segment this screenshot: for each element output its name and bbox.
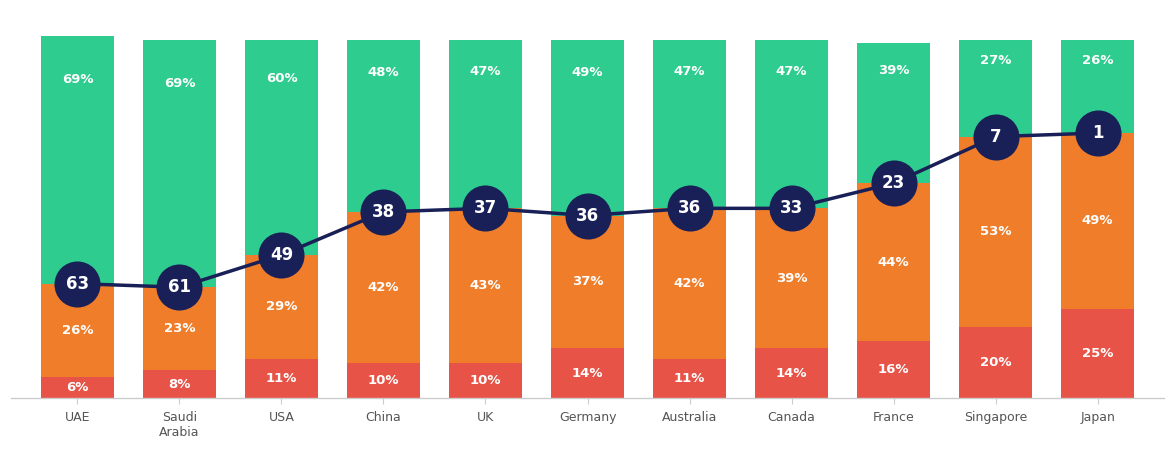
- Point: [170, 284, 189, 291]
- Bar: [551, 40, 624, 216]
- Text: 53%: 53%: [980, 225, 1012, 238]
- Text: 23%: 23%: [163, 322, 195, 335]
- Point: [1088, 130, 1107, 137]
- Text: 33: 33: [780, 199, 804, 217]
- Bar: [1061, 40, 1134, 133]
- Text: 47%: 47%: [776, 65, 807, 78]
- Text: 38: 38: [372, 203, 395, 221]
- Point: [68, 280, 87, 287]
- Point: [680, 205, 699, 212]
- Text: 26%: 26%: [61, 324, 93, 337]
- Text: 23: 23: [882, 174, 905, 192]
- Text: 1: 1: [1092, 124, 1103, 142]
- Text: 10%: 10%: [470, 374, 502, 387]
- Text: 27%: 27%: [980, 54, 1012, 68]
- Bar: [244, 255, 318, 359]
- Point: [578, 212, 597, 219]
- Bar: [959, 327, 1033, 398]
- Text: 39%: 39%: [878, 64, 909, 77]
- Bar: [754, 208, 828, 348]
- Bar: [41, 377, 114, 398]
- Bar: [142, 287, 216, 370]
- Point: [476, 205, 495, 212]
- Bar: [347, 212, 421, 363]
- Text: 61: 61: [168, 278, 190, 296]
- Text: 47%: 47%: [673, 65, 705, 78]
- Bar: [1061, 309, 1134, 398]
- Bar: [754, 40, 828, 208]
- Text: 16%: 16%: [878, 363, 909, 376]
- Text: 69%: 69%: [61, 73, 93, 86]
- Text: 36: 36: [576, 207, 599, 225]
- Bar: [347, 40, 421, 212]
- Bar: [653, 208, 726, 359]
- Text: 49%: 49%: [572, 66, 603, 79]
- Text: 60%: 60%: [266, 72, 297, 85]
- Text: 8%: 8%: [168, 378, 190, 391]
- Text: 42%: 42%: [673, 277, 705, 290]
- Bar: [449, 363, 522, 398]
- Point: [273, 252, 291, 259]
- Text: 20%: 20%: [980, 356, 1012, 369]
- Point: [884, 180, 902, 187]
- Point: [783, 205, 801, 212]
- Bar: [142, 370, 216, 398]
- Bar: [449, 40, 522, 208]
- Text: 25%: 25%: [1082, 347, 1113, 360]
- Bar: [653, 40, 726, 208]
- Text: 42%: 42%: [368, 281, 400, 294]
- Bar: [857, 341, 931, 398]
- Bar: [1061, 133, 1134, 309]
- Text: 37: 37: [474, 199, 497, 217]
- Bar: [244, 40, 318, 255]
- Text: 48%: 48%: [368, 66, 400, 79]
- Text: 47%: 47%: [470, 65, 502, 78]
- Text: 7: 7: [989, 128, 1001, 146]
- Bar: [142, 40, 216, 287]
- Text: 11%: 11%: [673, 372, 705, 385]
- Bar: [959, 40, 1033, 137]
- Text: 37%: 37%: [572, 275, 603, 288]
- Text: 49%: 49%: [1082, 214, 1114, 227]
- Text: 14%: 14%: [572, 367, 603, 380]
- Bar: [754, 348, 828, 398]
- Text: 49: 49: [270, 246, 293, 264]
- Bar: [551, 348, 624, 398]
- Text: 63: 63: [66, 274, 89, 292]
- Point: [986, 133, 1005, 140]
- Text: 44%: 44%: [878, 256, 909, 269]
- Point: [374, 208, 392, 216]
- Text: 36: 36: [678, 199, 701, 217]
- Bar: [449, 208, 522, 363]
- Text: 26%: 26%: [1082, 54, 1114, 67]
- Bar: [959, 137, 1033, 327]
- Bar: [41, 36, 114, 284]
- Text: 43%: 43%: [470, 279, 502, 292]
- Text: 10%: 10%: [368, 374, 400, 387]
- Text: 69%: 69%: [163, 77, 195, 90]
- Bar: [857, 183, 931, 341]
- Text: 11%: 11%: [266, 372, 297, 385]
- Bar: [857, 43, 931, 183]
- Bar: [41, 284, 114, 377]
- Text: 29%: 29%: [266, 301, 297, 314]
- Bar: [551, 216, 624, 348]
- Bar: [653, 359, 726, 398]
- Text: 14%: 14%: [776, 367, 807, 380]
- Bar: [347, 363, 421, 398]
- Text: 6%: 6%: [66, 381, 88, 394]
- Text: 39%: 39%: [776, 272, 807, 285]
- Bar: [244, 359, 318, 398]
